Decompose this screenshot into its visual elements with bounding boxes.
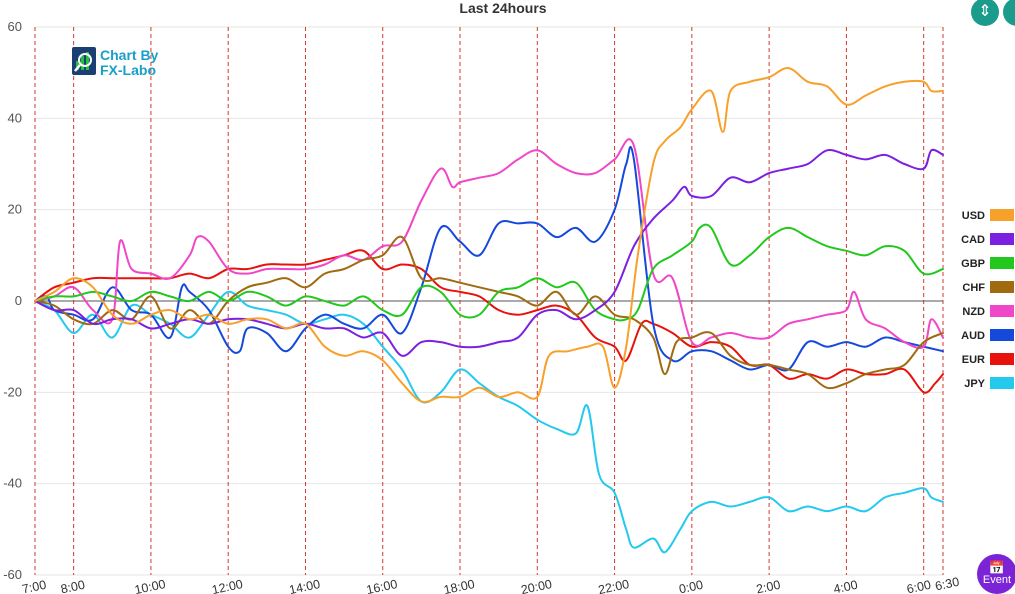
compress-vertical-icon: ⇕ (978, 4, 991, 20)
calendar-icon: 📅 (989, 562, 1005, 574)
series-line-chf (35, 237, 943, 389)
y-tick-label: 60 (8, 19, 22, 34)
legend-item-jpy[interactable]: JPY (964, 377, 1014, 390)
legend-label: AUD (961, 330, 985, 342)
legend-label: CAD (961, 234, 985, 246)
chart-magnifier-icon (72, 47, 96, 75)
x-tick-label: 6:00 (905, 578, 932, 594)
legend-item-cad[interactable]: CAD (961, 233, 1014, 246)
y-tick-label: -40 (3, 476, 22, 491)
legend-swatch (990, 209, 1014, 221)
legend-label: GBP (961, 258, 985, 270)
legend-label: JPY (964, 378, 985, 390)
legend-label: NZD (962, 306, 985, 318)
currency-strength-chart: Last 24hours -60 -40 -20 0 20 40 60 7:00 8:00 10… (0, 0, 1015, 594)
x-axis: 7:00 8:00 10:00 12:00 14:00 16:00 18:00 20:00 22… (21, 575, 961, 594)
legend-swatch (990, 233, 1014, 245)
x-tick-label: 12:00 (211, 577, 245, 594)
x-tick-label: 2:00 (755, 578, 782, 594)
event-button[interactable]: 📅 Event (977, 554, 1015, 594)
x-tick-label: 10:00 (133, 577, 167, 594)
chart-title: Last 24hours (459, 0, 546, 16)
legend-swatch (990, 377, 1014, 389)
legend-item-chf[interactable]: CHF (962, 281, 1014, 294)
y-tick-label: -20 (3, 384, 22, 399)
series-line-nzd (35, 139, 943, 348)
legend[interactable]: USD CAD GBP CHF NZD AUD EUR JPY (961, 209, 1014, 390)
x-tick-label: 7:00 (21, 578, 48, 594)
legend-swatch (990, 281, 1014, 293)
series-line-aud (35, 147, 943, 371)
legend-item-gbp[interactable]: GBP (961, 257, 1014, 270)
x-tick-label: 16:00 (365, 577, 399, 594)
legend-swatch (990, 329, 1014, 341)
series-lines (35, 68, 943, 552)
y-tick-label: -60 (3, 567, 22, 582)
logo: Chart By FX-Labo (72, 47, 159, 78)
legend-label: USD (962, 210, 985, 222)
legend-swatch (990, 257, 1014, 269)
logo-line-2: FX-Labo (100, 62, 156, 78)
legend-item-eur[interactable]: EUR (962, 353, 1014, 366)
legend-swatch (990, 353, 1014, 365)
y-tick-label: 0 (15, 293, 22, 308)
x-tick-label: 0:00 (678, 578, 705, 594)
x-tick-label: 20:00 (520, 577, 554, 594)
x-tick-label: 22:00 (597, 577, 631, 594)
legend-item-aud[interactable]: AUD (961, 329, 1014, 342)
x-tick-label: 14:00 (288, 577, 322, 594)
legend-item-usd[interactable]: USD (962, 209, 1014, 222)
x-tick-label: 18:00 (442, 577, 476, 594)
event-button-label: Event (983, 574, 1011, 587)
logo-line-1: Chart By (100, 47, 159, 63)
legend-label: CHF (962, 282, 985, 294)
x-tick-label: 4:00 (832, 578, 859, 594)
y-axis: -60 -40 -20 0 20 40 60 (3, 19, 22, 582)
y-tick-label: 40 (8, 110, 22, 125)
series-line-jpy (35, 292, 943, 553)
legend-label: EUR (962, 354, 985, 366)
legend-swatch (990, 305, 1014, 317)
legend-item-nzd[interactable]: NZD (962, 305, 1014, 318)
x-tick-label: 6:30 (934, 575, 961, 594)
series-line-eur (35, 250, 943, 392)
x-tick-label: 8:00 (59, 578, 86, 594)
y-tick-label: 20 (8, 202, 22, 217)
